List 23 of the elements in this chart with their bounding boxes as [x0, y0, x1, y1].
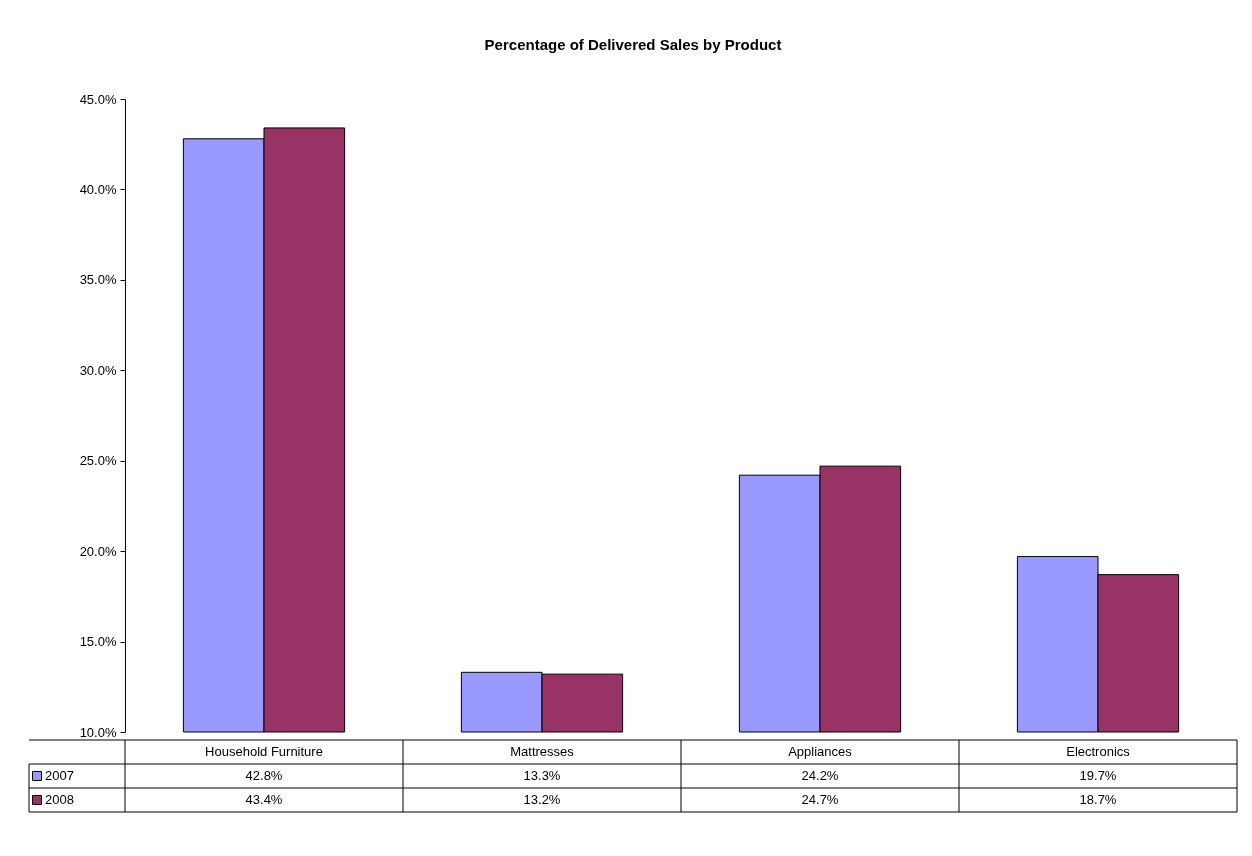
chart-title: Percentage of Delivered Sales by Product	[484, 36, 782, 53]
y-tick-label: 15.0%	[79, 634, 117, 650]
data-label: 13.3%	[523, 768, 561, 783]
y-tick-label: 30.0%	[79, 362, 117, 378]
y-tick-label: 45.0%	[79, 91, 117, 107]
y-tick-label: 35.0%	[79, 272, 117, 288]
data-label: 24.2%	[801, 768, 839, 783]
y-tick-label: 10.0%	[79, 724, 117, 740]
legend-label: 2008	[45, 792, 74, 807]
data-label: 43.4%	[245, 792, 283, 807]
legend-label: 2007	[45, 768, 74, 783]
x-tick-label: Mattresses	[510, 744, 575, 759]
x-tick-label: Household Furniture	[205, 744, 323, 759]
data-label: 42.8%	[245, 768, 283, 783]
x-tick-label: Appliances	[788, 744, 853, 759]
y-tick-label: 20.0%	[79, 543, 117, 559]
x-tick-label: Electronics	[1066, 744, 1131, 759]
data-label: 18.7%	[1079, 792, 1117, 807]
data-label: 19.7%	[1079, 768, 1117, 783]
y-tick-label: 40.0%	[79, 181, 117, 197]
data-label: 24.7%	[801, 792, 839, 807]
y-tick-label: 25.0%	[79, 453, 117, 469]
data-label: 13.2%	[523, 792, 561, 807]
